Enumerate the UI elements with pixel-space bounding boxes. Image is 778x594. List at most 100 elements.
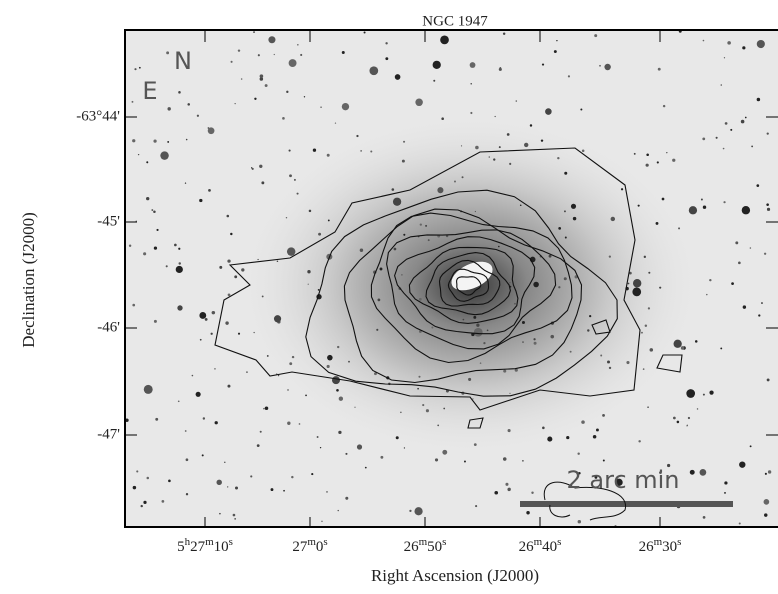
star	[186, 458, 189, 461]
star	[160, 151, 168, 159]
star	[507, 488, 510, 491]
star	[522, 321, 525, 324]
star	[335, 122, 336, 123]
star	[369, 66, 378, 75]
star	[176, 266, 183, 273]
star	[317, 436, 319, 438]
star	[192, 375, 194, 377]
star	[327, 154, 330, 157]
star	[725, 122, 728, 125]
star	[480, 362, 482, 364]
star	[231, 61, 233, 63]
star	[233, 514, 236, 517]
star	[219, 266, 222, 269]
star	[287, 389, 288, 390]
star	[418, 376, 420, 378]
star	[556, 40, 557, 41]
star	[489, 156, 491, 158]
star	[470, 112, 472, 114]
tick-number: 27	[190, 539, 206, 555]
star	[212, 311, 215, 314]
y-axis-label: Declination (J2000)	[19, 212, 38, 348]
star	[271, 488, 274, 491]
star	[475, 211, 476, 212]
star	[208, 127, 210, 129]
star	[735, 241, 738, 244]
star	[417, 388, 419, 390]
star	[144, 385, 153, 394]
star	[203, 417, 205, 419]
star	[257, 444, 260, 447]
star	[461, 145, 462, 146]
star	[146, 197, 149, 200]
star	[139, 67, 141, 69]
star	[336, 389, 339, 392]
star	[162, 500, 165, 503]
star	[487, 329, 489, 331]
star	[274, 315, 281, 322]
star	[260, 431, 262, 433]
star	[214, 368, 215, 369]
star	[289, 174, 292, 177]
star	[468, 378, 471, 381]
star	[756, 184, 759, 187]
star	[542, 63, 544, 65]
star	[282, 117, 285, 120]
star	[251, 167, 252, 168]
star	[565, 237, 567, 239]
star	[703, 40, 705, 42]
tick-number: 26	[404, 539, 420, 555]
star	[265, 84, 268, 87]
star	[365, 467, 367, 469]
star	[338, 510, 339, 511]
x-tick-label: 26m40s	[519, 536, 562, 556]
star	[727, 41, 731, 45]
star	[720, 347, 722, 349]
star	[129, 245, 131, 247]
star	[357, 444, 362, 449]
star	[426, 409, 429, 412]
star	[294, 179, 296, 181]
tick-number: 40	[542, 539, 557, 555]
star	[739, 461, 745, 467]
star	[258, 54, 260, 56]
star	[568, 75, 570, 77]
star	[577, 453, 579, 455]
tick-number: 26	[519, 539, 535, 555]
star	[308, 284, 309, 285]
x-tick-label: 27m0s	[292, 536, 327, 556]
star	[437, 187, 443, 193]
star	[547, 437, 552, 442]
star	[493, 158, 495, 160]
star	[216, 480, 221, 485]
star	[166, 265, 168, 267]
star	[741, 120, 745, 124]
star	[647, 406, 649, 408]
star	[603, 460, 605, 462]
star	[570, 351, 572, 353]
star	[134, 68, 136, 70]
star	[530, 124, 532, 126]
star	[644, 256, 646, 258]
star	[433, 80, 435, 82]
star	[505, 483, 508, 486]
star	[376, 329, 378, 331]
star	[378, 299, 381, 302]
star	[138, 154, 139, 155]
tick-number: 26	[639, 539, 655, 555]
star	[767, 208, 770, 211]
x-axis-label: Right Ascension (J2000)	[371, 566, 539, 585]
star	[385, 57, 388, 60]
star	[443, 408, 445, 410]
star	[234, 518, 236, 520]
star	[503, 32, 505, 34]
star	[596, 429, 599, 432]
star	[168, 480, 171, 483]
star	[265, 406, 269, 410]
star	[558, 227, 561, 230]
star	[234, 103, 235, 104]
star	[299, 423, 301, 425]
star	[581, 420, 585, 424]
star	[743, 305, 746, 308]
star	[178, 400, 180, 402]
